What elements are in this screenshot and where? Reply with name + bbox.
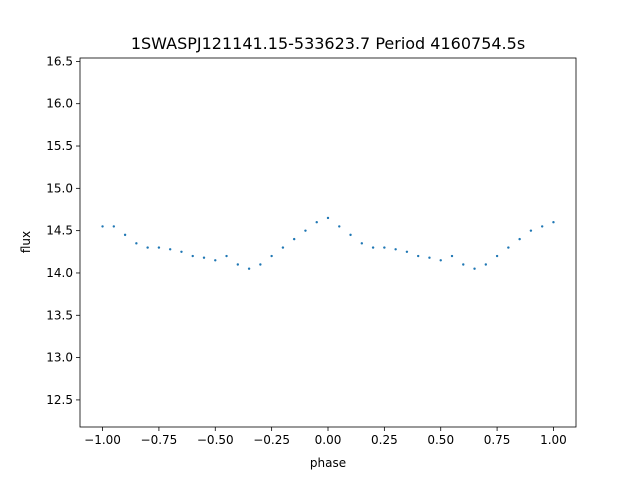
x-tick-label: 1.00 [540,433,567,447]
x-tick-label: 0.75 [484,433,511,447]
y-tick-label: 14.0 [46,266,73,280]
x-tick-label: −0.25 [253,433,290,447]
x-tick-label: 0.25 [371,433,398,447]
y-tick-label: 15.0 [46,181,73,195]
data-point [101,225,104,228]
data-point [484,263,488,266]
data-point [416,254,420,258]
data-point [473,267,476,270]
y-tick-label: 13.5 [46,308,73,322]
data-point [360,242,364,245]
y-axis: 12.5 13.0 13.5 14.0 14.5 15.0 15.5 16.0 16.5 [46,54,80,407]
data-point [383,246,386,249]
data-point [281,246,285,249]
y-tick-label: 12.5 [46,393,73,407]
data-point [507,246,510,249]
data-point [247,267,251,270]
data-point [236,263,240,266]
x-tick-label: −1.00 [84,433,121,447]
data-point [157,246,161,249]
data-point [214,259,217,262]
data-point [540,225,544,228]
data-point [180,250,183,254]
chart-title: 1SWASPJ121141.15-533623.7 Period 4160754… [131,34,525,53]
y-tick-label: 13.0 [46,351,73,365]
data-point [191,254,194,258]
data-point [450,254,454,258]
x-tick-label: 0.00 [315,433,342,447]
x-tick-label: −0.75 [141,433,178,447]
data-point [123,233,127,237]
data-point [495,254,499,258]
data-point [552,220,555,224]
data-point [349,233,352,237]
data-point [202,256,206,259]
x-tick-label: −0.50 [197,433,234,447]
data-point [168,248,172,251]
data-point [259,263,262,266]
data-point [326,216,330,220]
data-point [371,246,375,249]
data-point [529,229,533,232]
plot-area-background [80,58,576,427]
data-point [405,250,409,254]
data-point [315,220,318,224]
data-point [304,229,307,232]
data-point [338,225,341,228]
data-point [439,259,442,262]
data-point [270,254,273,258]
data-point [135,242,138,245]
data-point [428,256,431,259]
data-point [225,254,228,258]
y-tick-label: 14.5 [46,224,73,238]
data-point [112,225,116,228]
x-axis: −1.00 −0.75 −0.50 −0.25 0.00 0.25 0.50 0.75 1.00 [84,427,567,447]
data-point [518,237,521,241]
data-point [462,263,465,266]
x-axis-label: phase [310,456,346,470]
scatter-points [101,216,555,270]
y-tick-label: 16.0 [46,97,73,111]
y-axis-label: flux [19,231,33,253]
x-tick-label: 0.50 [427,433,454,447]
data-point [292,237,296,241]
data-point [146,246,149,249]
y-tick-label: 16.5 [46,54,73,68]
y-tick-label: 15.5 [46,139,73,153]
data-point [394,248,397,251]
